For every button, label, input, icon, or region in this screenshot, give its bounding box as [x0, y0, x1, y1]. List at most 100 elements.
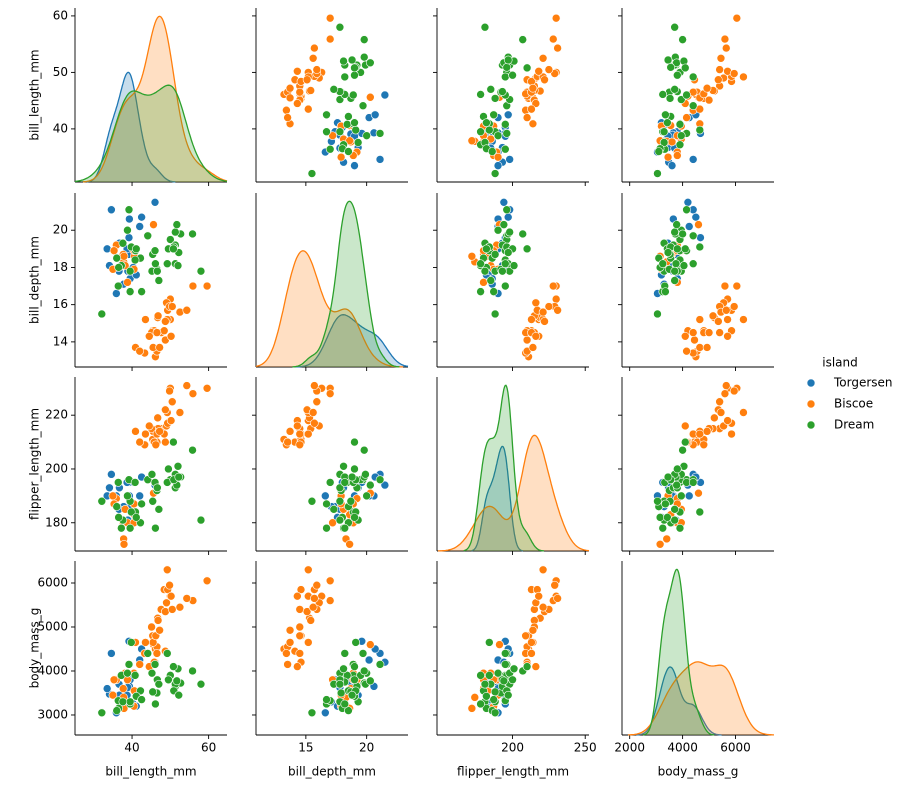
scatter-point: [161, 405, 170, 415]
scatter-point: [658, 90, 668, 99]
scatter-point: [135, 222, 145, 231]
scatter-point: [702, 343, 712, 352]
scatter-point: [495, 640, 504, 649]
scatter-point: [688, 231, 698, 241]
x-tick-label: 2000: [614, 741, 645, 755]
scatter-point: [534, 591, 544, 601]
scatter-point: [476, 259, 485, 269]
scatter-point: [682, 90, 691, 100]
scatter-point: [119, 539, 129, 549]
scatter-point: [665, 94, 675, 103]
scatter-point: [350, 675, 359, 685]
scatter-point: [350, 161, 359, 170]
scatter-point: [663, 55, 673, 65]
scatter-point: [358, 649, 368, 658]
scatter-point: [147, 622, 156, 632]
scatter-point: [165, 386, 174, 396]
scatter-point: [739, 72, 748, 82]
scatter-point: [302, 607, 312, 616]
scatter-point: [359, 52, 369, 62]
scatter-point: [521, 631, 530, 641]
scatter-point: [470, 693, 480, 702]
scatter-point: [691, 212, 701, 222]
scatter-point: [673, 70, 682, 80]
scatter-point: [335, 496, 345, 506]
scatter-point: [182, 381, 192, 390]
scatter-point: [137, 212, 146, 222]
scatter-point: [196, 266, 206, 276]
scatter-point: [303, 104, 313, 114]
scatter-point: [295, 631, 305, 641]
scatter-point: [704, 95, 714, 105]
scatter-point: [667, 161, 677, 170]
kde-area: [471, 446, 523, 551]
scatter-point: [661, 287, 670, 296]
scatter-point: [503, 690, 513, 700]
scatter-point: [680, 63, 690, 73]
y-tick-label: 180: [45, 515, 68, 529]
scatter-point: [282, 105, 291, 115]
scatter-point: [114, 263, 123, 272]
scatter-point: [721, 381, 731, 390]
scatter-point: [169, 437, 178, 447]
scatter-point: [522, 244, 532, 254]
scatter-point: [688, 328, 698, 337]
scatter-point: [171, 227, 180, 237]
scatter-point: [97, 496, 107, 506]
scatter-point: [714, 317, 723, 326]
scatter-point: [721, 43, 731, 53]
scatter-point: [663, 513, 672, 522]
scatter-point: [188, 281, 198, 291]
scatter-point: [490, 169, 500, 178]
scatter-point: [339, 664, 348, 674]
scatter-point: [151, 523, 160, 533]
scatter-point: [123, 225, 132, 235]
scatter-point: [538, 53, 548, 63]
scatter-point: [335, 515, 345, 525]
scatter-point: [161, 437, 170, 447]
scatter-point: [130, 255, 140, 265]
scatter-point: [307, 496, 317, 506]
scatter-point: [308, 408, 318, 417]
scatter-point: [715, 65, 724, 74]
scatter-point: [328, 131, 337, 140]
scatter-point: [476, 699, 485, 709]
scatter-point: [522, 662, 532, 671]
scatter-point: [518, 229, 528, 239]
scatter-point: [161, 317, 170, 326]
kde-area: [628, 661, 774, 735]
scatter-point: [295, 605, 305, 614]
scatter-point: [151, 440, 161, 450]
scatter-point: [715, 397, 724, 407]
scatter-point: [527, 649, 536, 658]
scatter-point: [325, 13, 335, 23]
scatter-point: [682, 205, 691, 215]
scatter-point: [499, 220, 509, 229]
kde-area: [292, 201, 400, 367]
scatter-point: [702, 427, 712, 436]
scatter-point: [654, 147, 664, 156]
x-axis-label: flipper_length_mm: [457, 765, 569, 779]
scatter-point: [550, 580, 560, 590]
scatter-point: [109, 246, 119, 255]
y-axis-label: body_mass_g: [28, 608, 42, 689]
scatter-point: [653, 309, 662, 319]
scatter-point: [366, 92, 375, 102]
scatter-point: [131, 427, 140, 436]
scatter-point: [97, 309, 107, 319]
scatter-point: [155, 427, 164, 436]
scatter-point: [112, 502, 122, 511]
scatter-point: [490, 708, 500, 718]
legend-marker: [806, 399, 816, 409]
scatter-point: [695, 507, 705, 517]
scatter-point: [661, 499, 670, 509]
scatter-point: [344, 147, 353, 156]
scatter-point: [322, 499, 331, 509]
scatter-point: [153, 413, 163, 423]
y-tick-label: 5000: [37, 619, 68, 633]
scatter-point: [653, 169, 662, 178]
kde-area: [295, 314, 408, 367]
scatter-point: [348, 90, 358, 100]
scatter-point: [493, 152, 503, 162]
scatter-point: [534, 66, 544, 76]
